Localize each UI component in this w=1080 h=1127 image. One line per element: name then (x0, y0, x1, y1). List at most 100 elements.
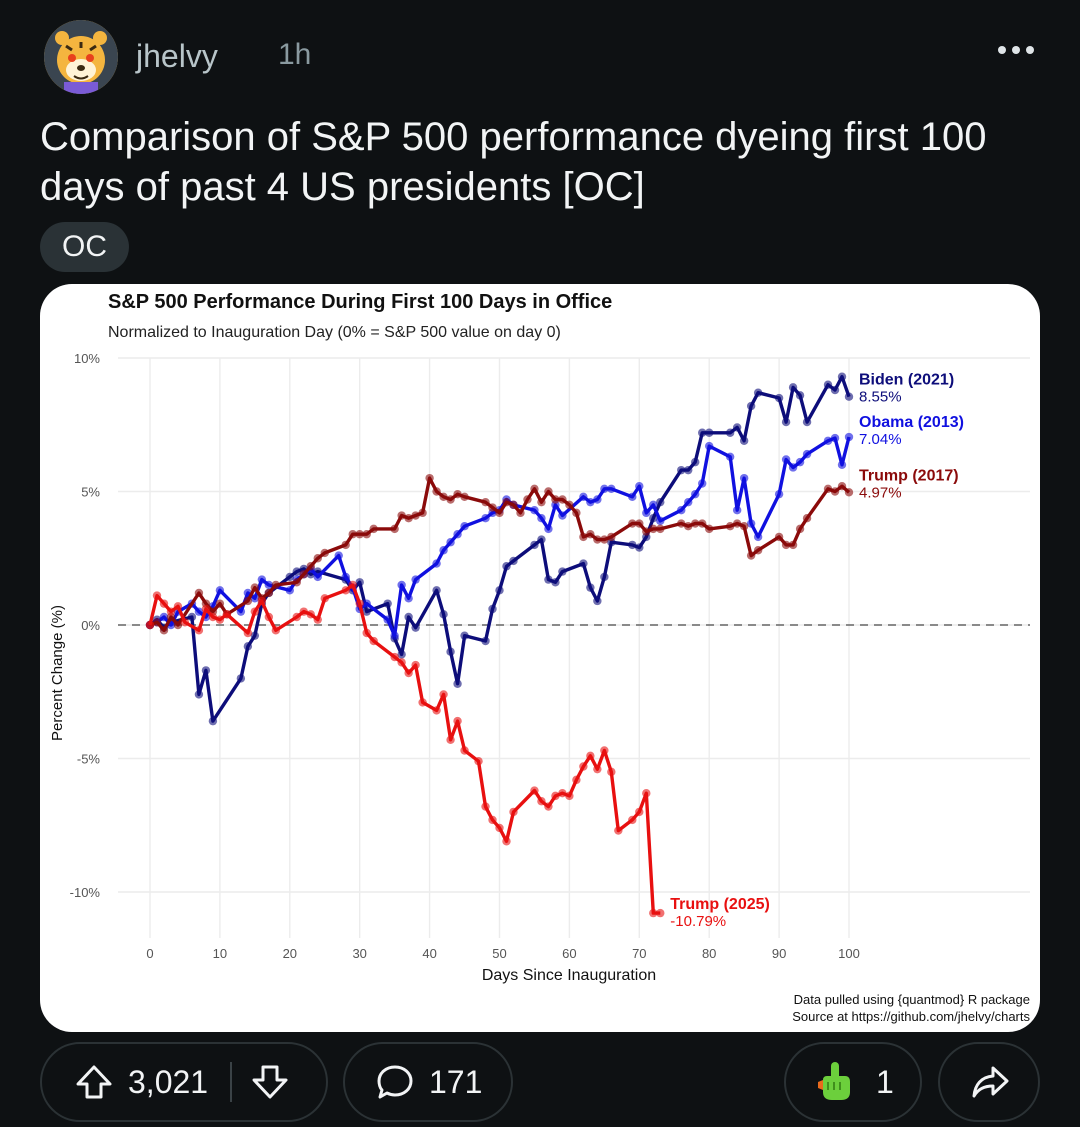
downvote-icon[interactable] (250, 1062, 290, 1102)
data-point (732, 423, 742, 432)
series-end-labels: Biden (2021)8.55% Obama (2013)7.04% Trump … (670, 372, 964, 930)
data-point (495, 586, 504, 595)
data-point (551, 495, 560, 504)
data-point (411, 511, 420, 520)
data-point (502, 497, 511, 507)
data-point (355, 578, 364, 587)
data-point (292, 567, 301, 576)
data-point (397, 511, 406, 520)
series-name-label: Biden (2021) (859, 372, 954, 389)
data-point (264, 588, 274, 598)
data-point (362, 530, 371, 539)
series-value-label: 4.97% (859, 484, 902, 501)
data-point (453, 679, 462, 688)
data-point (320, 548, 329, 558)
data-point (509, 807, 518, 817)
data-point (341, 586, 350, 595)
share-icon (972, 1066, 1009, 1098)
x-tick-labels: 0 10 20 30 40 50 60 70 80 90 100 (146, 946, 859, 961)
data-point (404, 594, 413, 603)
data-point (691, 489, 700, 499)
data-point (635, 519, 644, 528)
comments-button[interactable]: 171 (343, 1042, 513, 1122)
data-point (593, 495, 602, 504)
data-point (572, 508, 581, 518)
data-point (656, 524, 665, 534)
data-point (299, 607, 308, 616)
award-count: 1 (876, 1063, 894, 1100)
comment-icon (377, 1065, 413, 1099)
data-point (390, 631, 399, 640)
chart-grid (118, 357, 1030, 938)
data-point (677, 465, 686, 475)
data-point (593, 596, 602, 606)
data-point (795, 524, 805, 534)
data-point (306, 610, 315, 619)
data-point (341, 540, 350, 550)
data-point (446, 495, 455, 504)
data-point (530, 540, 539, 550)
chart-title: S&P 500 Performance During First 100 Day… (108, 291, 612, 313)
data-point (698, 479, 707, 488)
data-point (537, 514, 546, 523)
data-point (460, 492, 469, 502)
data-point (201, 666, 211, 675)
data-point (739, 436, 749, 445)
data-point (544, 487, 553, 496)
data-point (739, 473, 749, 483)
data-point (579, 559, 588, 568)
data-point (691, 519, 700, 528)
data-point (656, 516, 665, 526)
post-flair[interactable]: OC (40, 222, 129, 272)
x-axis-label: Days Since Inauguration (482, 967, 656, 984)
x-tick-label: 0 (146, 946, 153, 961)
data-point (488, 604, 497, 614)
data-point (215, 599, 225, 608)
data-point (565, 791, 574, 801)
data-point (642, 508, 651, 518)
data-point (558, 567, 567, 576)
avatar[interactable] (44, 20, 118, 94)
data-point (215, 615, 225, 624)
award-button[interactable]: 1 (784, 1042, 922, 1122)
data-point (837, 372, 847, 381)
data-point (649, 500, 658, 510)
chart-image[interactable]: S&P 500 Performance During First 100 Day… (40, 284, 1040, 1032)
data-point (837, 460, 847, 469)
data-point (523, 495, 532, 504)
series-name-label: Trump (2017) (859, 467, 959, 484)
data-point (313, 554, 322, 563)
data-point (460, 631, 469, 640)
more-options-icon[interactable] (996, 40, 1036, 60)
data-point (844, 432, 854, 442)
data-point (432, 559, 441, 568)
x-tick-label: 20 (283, 946, 297, 961)
data-point (383, 599, 392, 608)
data-point (844, 392, 854, 401)
post-title[interactable]: Comparison of S&P 500 performance dyeing… (40, 115, 987, 209)
data-point (558, 495, 567, 504)
username[interactable]: jhelvy (136, 38, 218, 74)
data-point (788, 463, 798, 472)
series-1 (145, 432, 854, 640)
data-point (781, 540, 791, 550)
data-point (614, 826, 623, 835)
caption-line-1: Data pulled using {quantmod} R package (794, 992, 1030, 1007)
data-point (544, 524, 553, 534)
share-button[interactable] (938, 1042, 1040, 1122)
data-point (397, 580, 406, 590)
data-point (439, 610, 448, 619)
data-point (173, 602, 183, 611)
data-point (635, 543, 644, 552)
data-point (194, 588, 204, 598)
data-point (551, 791, 560, 801)
upvote-icon[interactable] (74, 1062, 114, 1102)
data-point (257, 596, 267, 606)
data-point (180, 618, 190, 627)
chart-subtitle: Normalized to Inauguration Day (0% = S&P… (108, 324, 561, 341)
data-point (152, 591, 162, 600)
data-point (152, 618, 162, 627)
data-point (628, 540, 637, 550)
post-time: 1h (278, 38, 312, 71)
data-point (705, 524, 714, 534)
